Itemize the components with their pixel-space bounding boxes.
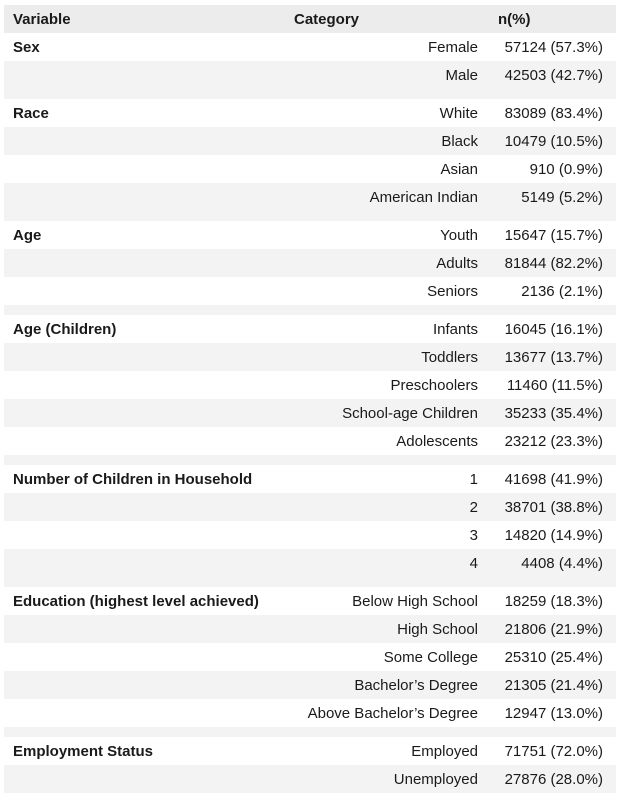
table-row: 2 38701 (38.8%) — [4, 493, 616, 521]
table-row: Age (Children) Infants 16045 (16.1%) — [4, 315, 616, 343]
variable-cell: Number of Children in Household — [13, 470, 253, 488]
header-n: n(%) — [498, 10, 531, 28]
table-row: Sex Female 57124 (57.3%) — [4, 33, 616, 61]
category-cell: Asian — [440, 160, 478, 178]
count-cell: 25310 (25.4%) — [504, 648, 603, 666]
category-cell: Black — [441, 132, 478, 150]
group-separator — [4, 305, 616, 315]
group-separator — [4, 455, 616, 465]
table-row: 4 4408 (4.4%) — [4, 549, 616, 577]
table-row: Asian 910 (0.9%) — [4, 155, 616, 183]
group-separator — [4, 577, 616, 587]
table-row: Above Bachelor’s Degree 12947 (13.0%) — [4, 699, 616, 727]
table-row: Preschoolers 11460 (11.5%) — [4, 371, 616, 399]
category-cell: Some College — [383, 648, 478, 666]
count-cell: 81844 (82.2%) — [504, 254, 603, 272]
group-separator — [4, 727, 616, 737]
category-cell: Male — [445, 66, 478, 84]
table-body: Sex Female 57124 (57.3%) Male 42503 (42.7%) R… — [4, 33, 616, 793]
table-row: School-age Children 35233 (35.4%) — [4, 399, 616, 427]
table-row: Unemployed 27876 (28.0%) — [4, 765, 616, 793]
count-cell: 71751 (72.0%) — [504, 742, 603, 760]
count-cell: 16045 (16.1%) — [504, 320, 603, 338]
table-row: American Indian 5149 (5.2%) — [4, 183, 616, 211]
category-cell: Employed — [411, 742, 478, 760]
count-cell: 57124 (57.3%) — [504, 38, 603, 56]
table-row: Black 10479 (10.5%) — [4, 127, 616, 155]
category-cell: Seniors — [427, 282, 478, 300]
table-row: Education (highest level achieved) Below … — [4, 587, 616, 615]
category-cell: High School — [397, 620, 478, 638]
count-cell: 12947 (13.0%) — [504, 704, 603, 722]
group-separator — [4, 89, 616, 99]
category-cell: Female — [427, 38, 478, 56]
table-row: Adults 81844 (82.2%) — [4, 249, 616, 277]
table-row: Bachelor’s Degree 21305 (21.4%) — [4, 671, 616, 699]
header-variable: Variable — [13, 10, 71, 28]
table-row: High School 21806 (21.9%) — [4, 615, 616, 643]
variable-cell: Sex — [13, 38, 40, 56]
category-cell: Below High School — [352, 592, 478, 610]
variable-cell: Employment Status — [13, 742, 154, 760]
count-cell: 5149 (5.2%) — [521, 188, 603, 206]
category-cell: White — [439, 104, 478, 122]
table-row: Number of Children in Household 1 41698 (4… — [4, 465, 616, 493]
count-cell: 910 (0.9%) — [529, 160, 603, 178]
table-row: 3 14820 (14.9%) — [4, 521, 616, 549]
category-cell: 1 — [469, 470, 478, 488]
table-row: Male 42503 (42.7%) — [4, 61, 616, 89]
table-row: Some College 25310 (25.4%) — [4, 643, 616, 671]
count-cell: 21305 (21.4%) — [504, 676, 603, 694]
count-cell: 41698 (41.9%) — [504, 470, 603, 488]
demographics-table: Variable Category n(%) Sex Female 57124 (5… — [4, 5, 616, 793]
count-cell: 4408 (4.4%) — [521, 554, 603, 572]
table-header: Variable Category n(%) — [4, 5, 616, 33]
count-cell: 23212 (23.3%) — [504, 432, 603, 450]
category-cell: Infants — [432, 320, 478, 338]
count-cell: 15647 (15.7%) — [504, 226, 603, 244]
table-row: Adolescents 23212 (23.3%) — [4, 427, 616, 455]
category-cell: Youth — [440, 226, 478, 244]
variable-cell: Age — [13, 226, 42, 244]
category-cell: Bachelor’s Degree — [354, 676, 478, 694]
category-cell: Adolescents — [396, 432, 478, 450]
variable-cell: Education (highest level achieved) — [13, 592, 259, 610]
table-row: Race White 83089 (83.4%) — [4, 99, 616, 127]
count-cell: 18259 (18.3%) — [504, 592, 603, 610]
table-row: Toddlers 13677 (13.7%) — [4, 343, 616, 371]
category-cell: School-age Children — [342, 404, 478, 422]
variable-cell: Age (Children) — [13, 320, 117, 338]
count-cell: 11460 (11.5%) — [506, 376, 603, 394]
group-separator — [4, 211, 616, 221]
category-cell: Above Bachelor’s Degree — [307, 704, 478, 722]
count-cell: 13677 (13.7%) — [504, 348, 603, 366]
category-cell: 3 — [469, 526, 478, 544]
count-cell: 27876 (28.0%) — [504, 770, 603, 788]
category-cell: Unemployed — [393, 770, 478, 788]
header-category: Category — [294, 10, 360, 28]
category-cell: Adults — [436, 254, 478, 272]
category-cell: Toddlers — [421, 348, 478, 366]
count-cell: 10479 (10.5%) — [504, 132, 603, 150]
count-cell: 2136 (2.1%) — [521, 282, 603, 300]
count-cell: 38701 (38.8%) — [504, 498, 603, 516]
category-cell: 4 — [469, 554, 478, 572]
variable-cell: Race — [13, 104, 49, 122]
table-row: Seniors 2136 (2.1%) — [4, 277, 616, 305]
count-cell: 21806 (21.9%) — [504, 620, 603, 638]
count-cell: 42503 (42.7%) — [504, 66, 603, 84]
category-cell: Preschoolers — [390, 376, 478, 394]
category-cell: 2 — [469, 498, 478, 516]
count-cell: 14820 (14.9%) — [504, 526, 603, 544]
count-cell: 83089 (83.4%) — [504, 104, 603, 122]
category-cell: American Indian — [369, 188, 478, 206]
table-row: Age Youth 15647 (15.7%) — [4, 221, 616, 249]
table-row: Employment Status Employed 71751 (72.0%) — [4, 737, 616, 765]
count-cell: 35233 (35.4%) — [504, 404, 603, 422]
